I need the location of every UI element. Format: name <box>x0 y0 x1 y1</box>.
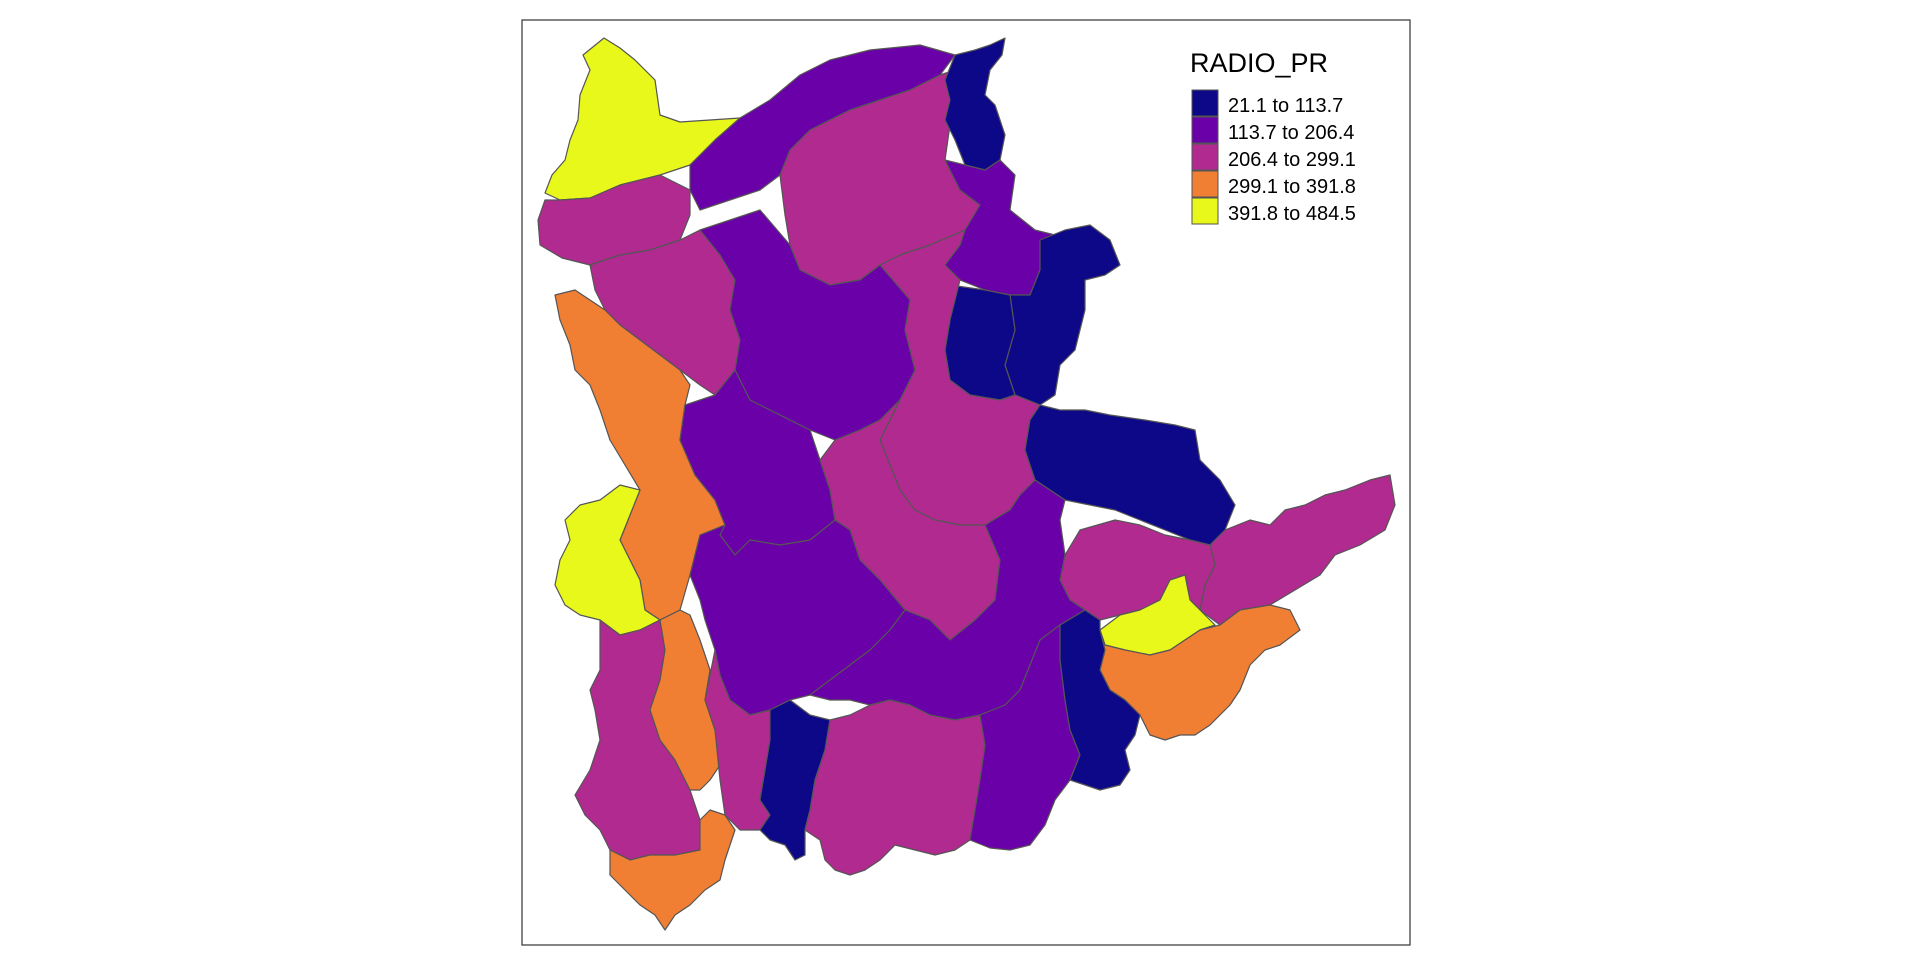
legend-item: 21.1 to 113.7 <box>1191 89 1343 117</box>
legend-swatch <box>1191 197 1219 225</box>
legend-label: 21.1 to 113.7 <box>1228 95 1343 117</box>
legend-swatch <box>1191 89 1219 117</box>
legend-item: 391.8 to 484.5 <box>1191 197 1356 225</box>
legend-item: 113.7 to 206.4 <box>1191 116 1354 144</box>
legend-swatch <box>1191 170 1219 198</box>
map-legend: RADIO_PR 21.1 to 113.7 113.7 to 206.4 20… <box>1190 48 1356 225</box>
legend-label: 299.1 to 391.8 <box>1228 176 1356 198</box>
region[interactable] <box>944 37 1006 171</box>
legend-label: 391.8 to 484.5 <box>1228 203 1356 225</box>
legend-swatch <box>1191 143 1219 171</box>
region[interactable] <box>1199 474 1396 626</box>
region[interactable] <box>759 699 831 861</box>
region[interactable] <box>804 699 986 876</box>
region[interactable] <box>554 484 661 636</box>
map-regions <box>537 37 1396 931</box>
legend-title: RADIO_PR <box>1190 48 1328 78</box>
region[interactable] <box>609 809 736 931</box>
region[interactable] <box>944 284 1016 401</box>
legend-label: 113.7 to 206.4 <box>1228 122 1354 144</box>
region[interactable] <box>1059 609 1141 791</box>
legend-label: 206.4 to 299.1 <box>1228 149 1356 171</box>
legend-item: 299.1 to 391.8 <box>1191 170 1356 198</box>
region[interactable] <box>649 609 721 791</box>
legend-item: 206.4 to 299.1 <box>1191 143 1356 171</box>
region[interactable] <box>554 289 726 621</box>
legend-swatch <box>1191 116 1219 144</box>
